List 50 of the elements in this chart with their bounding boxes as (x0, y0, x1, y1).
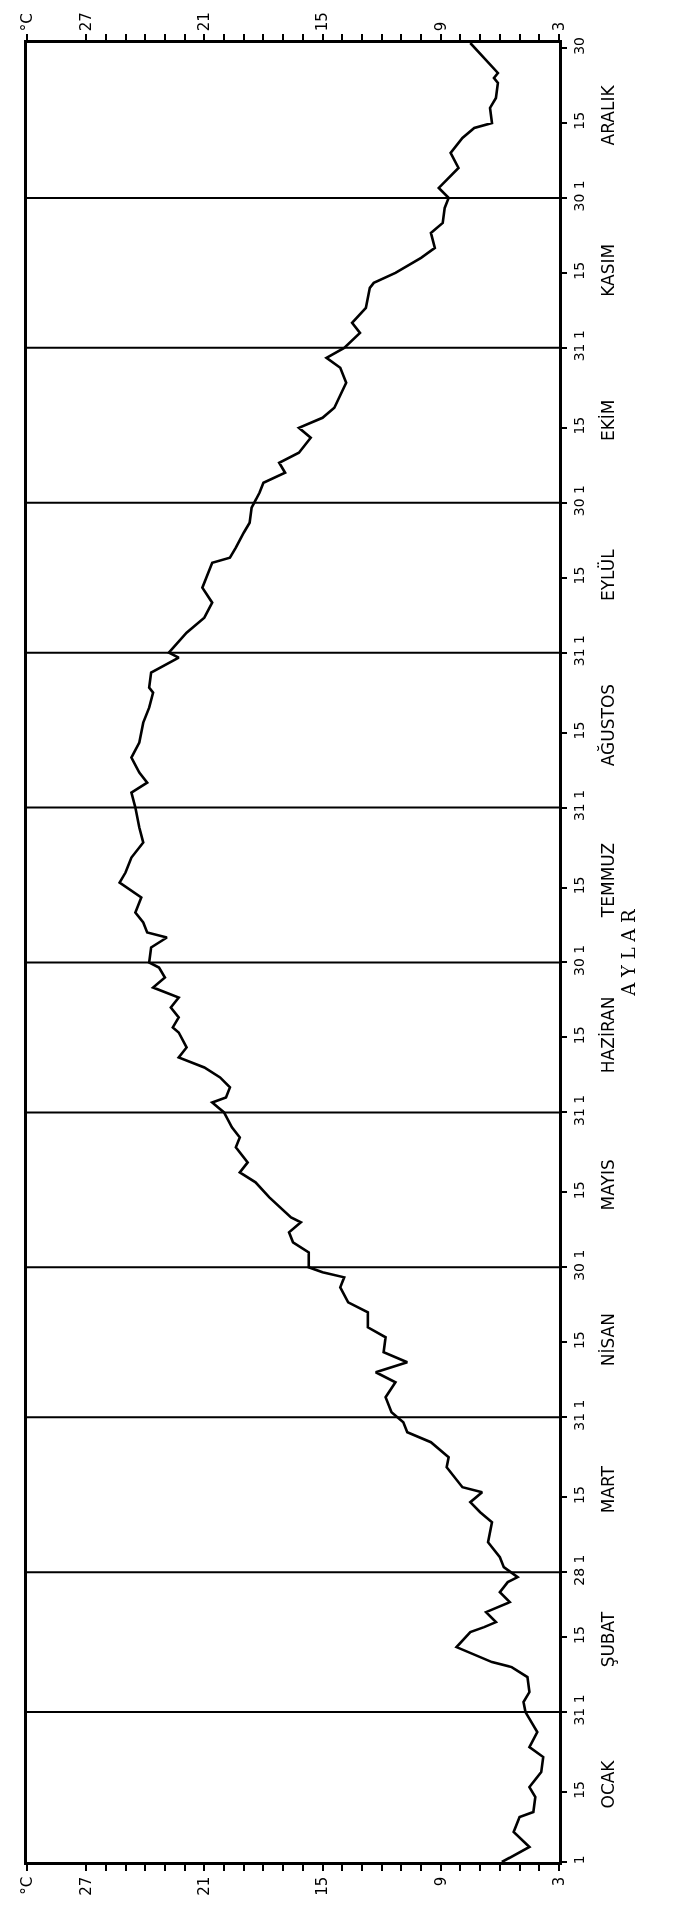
y-tick-label: 15 (570, 721, 587, 740)
x-tick-label: 21 (195, 12, 214, 32)
y2-tick-label: KASIM (597, 243, 618, 297)
y-tick-label: 31 1 (570, 1399, 587, 1431)
y-tick-label: 28 1 (570, 1554, 587, 1586)
x-tick-label: °C (17, 13, 36, 32)
y2-tick-label: OCAK (597, 1759, 618, 1809)
x2-tick-label: °C (17, 1876, 36, 1895)
y-tick-label: 15 (570, 1486, 587, 1505)
y-tick-label: 15 (570, 1626, 587, 1644)
y-tick-label: 15 (570, 111, 587, 130)
y-tick-label: 30 1 (570, 485, 587, 517)
y2-tick-label: MART (597, 1465, 618, 1514)
x-tick-label: 27 (76, 12, 95, 32)
y2-tick-label: MAYIS (597, 1159, 618, 1211)
y-tick-label: 15 (570, 876, 587, 895)
y-tick-label: 15 (570, 416, 587, 435)
x2-tick-label: 15 (313, 1876, 332, 1896)
y-tick-label: 31 1 (570, 789, 587, 822)
x-tick-label: 15 (313, 12, 332, 32)
y-tick-label: 15 (570, 566, 587, 585)
y-tick-label: 15 (570, 1331, 587, 1350)
y-tick-label: 31 1 (570, 1694, 587, 1726)
x2-tick-label: 9 (431, 1876, 450, 1887)
y-tick-label: 15 (570, 1181, 587, 1200)
y-tick-label: 30 1 (570, 944, 587, 976)
y2-axis-title: A Y L A R (617, 908, 639, 997)
y-tick-label: 15 (570, 261, 587, 280)
y2-tick-label: ŞUBAT (597, 1611, 618, 1668)
y-tick-label: 1 (570, 1855, 587, 1865)
y-tick-label: 31 1 (570, 330, 587, 362)
y-tick-label: 30 1 (570, 180, 587, 212)
x2-tick-label: 27 (76, 1876, 95, 1896)
x2-tick-label: 21 (195, 1876, 214, 1896)
x2-tick-label: 3 (549, 1876, 568, 1887)
y-tick-label: 30 (570, 36, 587, 55)
y2-tick-label: TEMMUZ (597, 842, 618, 919)
y-tick-label: 31 1 (570, 1094, 587, 1126)
y2-tick-label: EYLÜL (596, 548, 618, 601)
y-tick-label: 15 (570, 1781, 587, 1799)
y-tick-label: 15 (570, 1026, 587, 1045)
y-tick-label: 31 1 (570, 634, 587, 667)
y-tick-label: 30 1 (570, 1249, 587, 1281)
y2-tick-label: ARALIK (597, 84, 618, 146)
y2-tick-label: EKİM (597, 399, 618, 442)
x-tick-label: 9 (431, 21, 450, 32)
y2-tick-label: AĞUSTOS (596, 683, 618, 767)
y2-tick-label: HAZİRAN (597, 996, 618, 1074)
y2-tick-label: NİSAN (597, 1313, 618, 1367)
x-tick-label: 3 (549, 21, 568, 32)
